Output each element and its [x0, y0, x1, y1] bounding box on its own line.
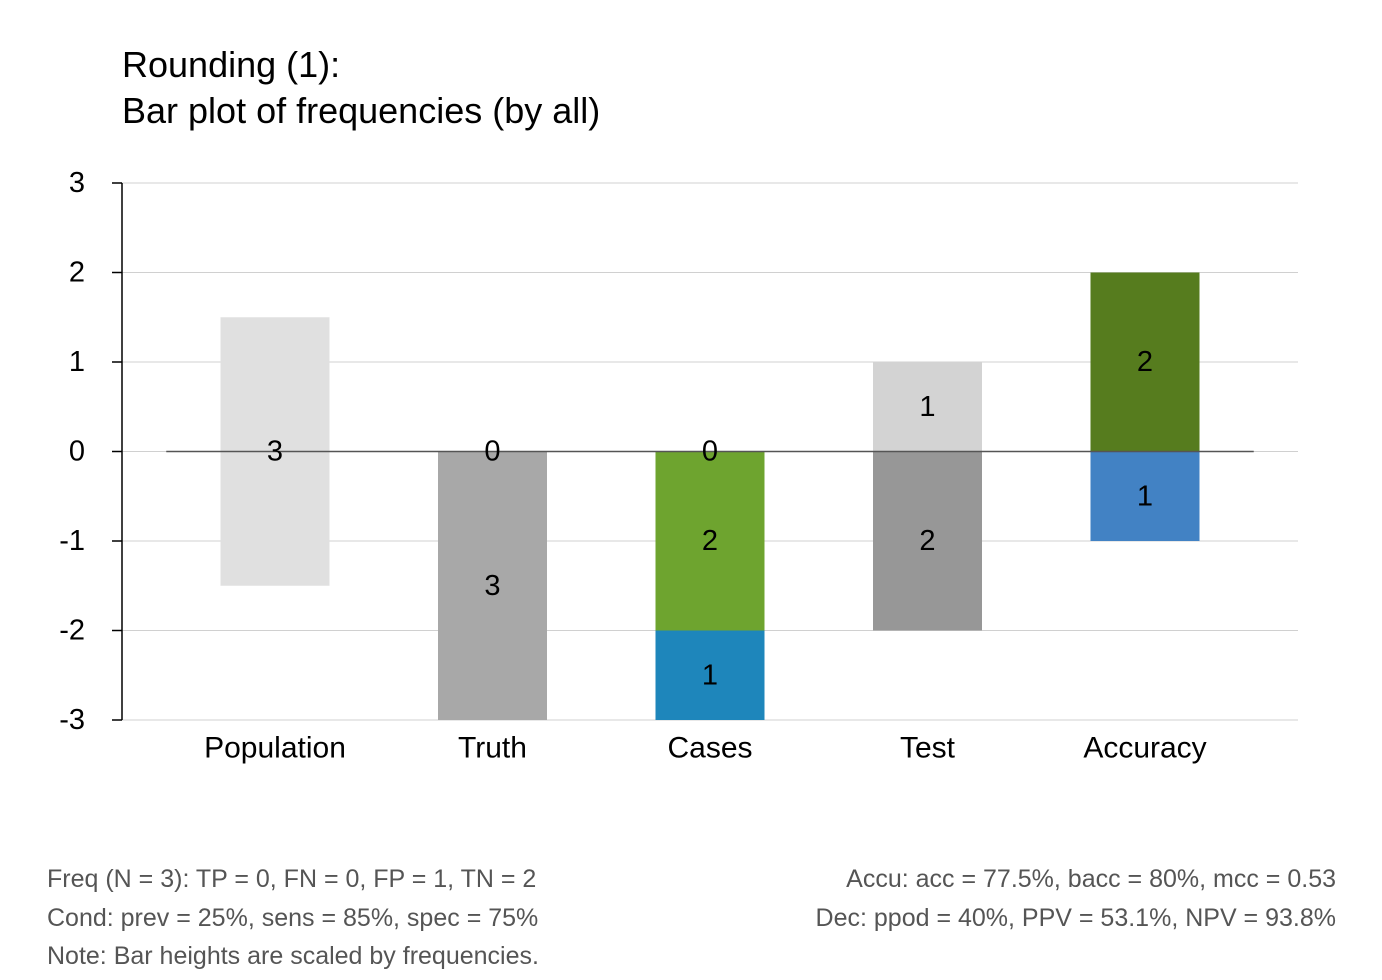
y-tick-label: -3 — [59, 704, 85, 736]
chart-title-line-1: Rounding (1): — [122, 44, 341, 85]
bar-segment — [873, 362, 982, 452]
bar-segment — [438, 451, 547, 720]
bar-value-label: 1 — [1137, 480, 1153, 512]
x-tick-label: Truth — [458, 732, 527, 765]
bar-value-label: 0 — [484, 436, 500, 468]
bar-value-label: 1 — [702, 659, 718, 691]
note-freq: Freq (N = 3): TP = 0, FN = 0, FP = 1, TN… — [47, 865, 537, 893]
x-tick-label: Population — [204, 732, 346, 765]
note-accuracy: Accu: acc = 77.5%, bacc = 80%, mcc = 0.5… — [846, 865, 1336, 893]
y-tick-label: 2 — [69, 257, 85, 289]
x-tick-label: Accuracy — [1083, 732, 1206, 765]
bar-segment — [1090, 272, 1200, 452]
y-tick-label: -1 — [59, 525, 85, 557]
bar-segment — [873, 451, 982, 631]
bar-value-label: 0 — [702, 436, 718, 468]
bar-value-label: 3 — [484, 570, 500, 602]
y-tick-label: -2 — [59, 615, 85, 647]
chart-title: Rounding (1): Bar plot of frequencies (b… — [122, 42, 600, 134]
note-decision: Dec: ppod = 40%, PPV = 53.1%, NPV = 93.8… — [815, 903, 1336, 932]
notes-left: Freq (N = 3): TP = 0, FN = 0, FP = 1, TN… — [47, 860, 539, 976]
y-tick-label: 3 — [69, 167, 85, 199]
x-tick-label: Test — [900, 732, 956, 765]
x-tick-label: Cases — [667, 732, 752, 765]
bar-segment — [655, 451, 765, 631]
bar-value-label: 1 — [919, 391, 935, 423]
y-tick-label: 1 — [69, 346, 85, 378]
note-scaling: Note: Bar heights are scaled by frequenc… — [47, 942, 539, 970]
bar-value-label: 2 — [1137, 346, 1153, 378]
bar-segment — [1090, 451, 1200, 541]
bar-value-label: 2 — [919, 525, 935, 557]
chart-title-line-2: Bar plot of frequencies (by all) — [122, 90, 601, 131]
bar-segment — [655, 630, 765, 720]
bar-plot: 3 0 3 0 2 1 1 2 2 1 3 2 1 0 -1 -2 -3 Population Truth Cases… — [59, 167, 1298, 765]
note-cond: Cond: prev = 25%, sens = 85%, spec = 75% — [47, 903, 539, 932]
bar-value-label: 3 — [267, 436, 283, 468]
bar-value-label: 2 — [702, 525, 718, 557]
notes-right: Accu: acc = 77.5%, bacc = 80%, mcc = 0.5… — [816, 860, 1336, 937]
y-tick-label: 0 — [69, 436, 85, 468]
